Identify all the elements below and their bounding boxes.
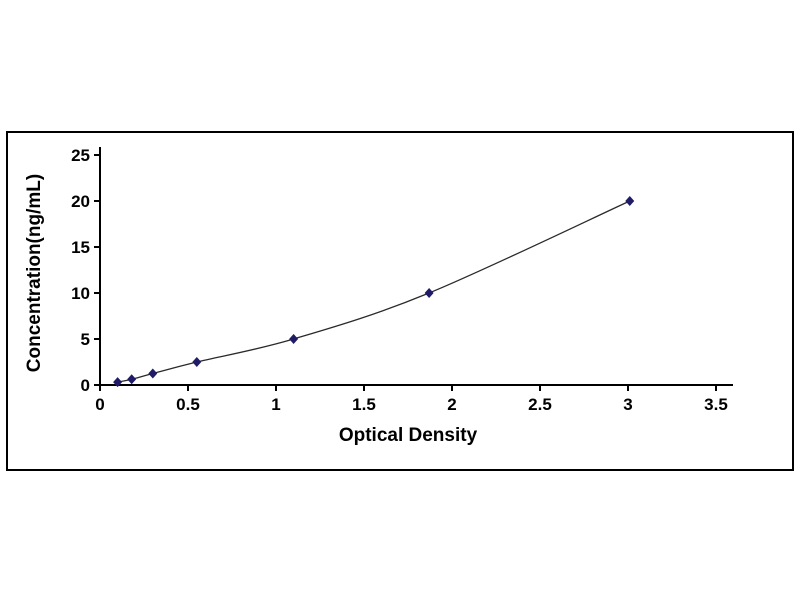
y-tick-label: 15 bbox=[71, 238, 90, 257]
y-tick-label: 20 bbox=[71, 192, 90, 211]
x-axis-title: Optical Density bbox=[338, 425, 478, 446]
series-line bbox=[117, 200, 631, 383]
diamond-marker bbox=[113, 377, 123, 388]
x-tick-label: 2.5 bbox=[528, 395, 552, 414]
x-tick-label: 2 bbox=[447, 395, 456, 414]
diamond-marker bbox=[424, 288, 434, 298]
diamond-marker bbox=[625, 196, 635, 206]
x-tick-label: 0 bbox=[95, 395, 104, 414]
diamond-marker bbox=[289, 334, 299, 344]
y-tick-label: 25 bbox=[71, 146, 90, 165]
y-tick-label: 5 bbox=[81, 330, 90, 349]
standard-curve-chart: 0 0.5 1 1.5 2 2.5 3 3.5 0 5 10 15 20 25 Optical Densi… bbox=[6, 131, 794, 471]
x-tick-label: 1 bbox=[271, 395, 280, 414]
x-tick-label: 0.5 bbox=[176, 395, 200, 414]
diamond-marker bbox=[127, 374, 137, 385]
diamond-marker bbox=[192, 357, 202, 367]
y-tick-label: 10 bbox=[71, 284, 90, 303]
x-tick-label: 3.5 bbox=[704, 395, 728, 414]
y-tick-label: 0 bbox=[81, 376, 90, 395]
y-axis-title: Concentration(ng/mL) bbox=[24, 173, 45, 373]
diamond-marker bbox=[148, 368, 158, 379]
plot-canvas: 0 0.5 1 1.5 2 2.5 3 3.5 0 5 10 15 20 25 bbox=[71, 146, 733, 414]
x-tick-label: 3 bbox=[623, 395, 632, 414]
x-tick-label: 1.5 bbox=[352, 395, 376, 414]
